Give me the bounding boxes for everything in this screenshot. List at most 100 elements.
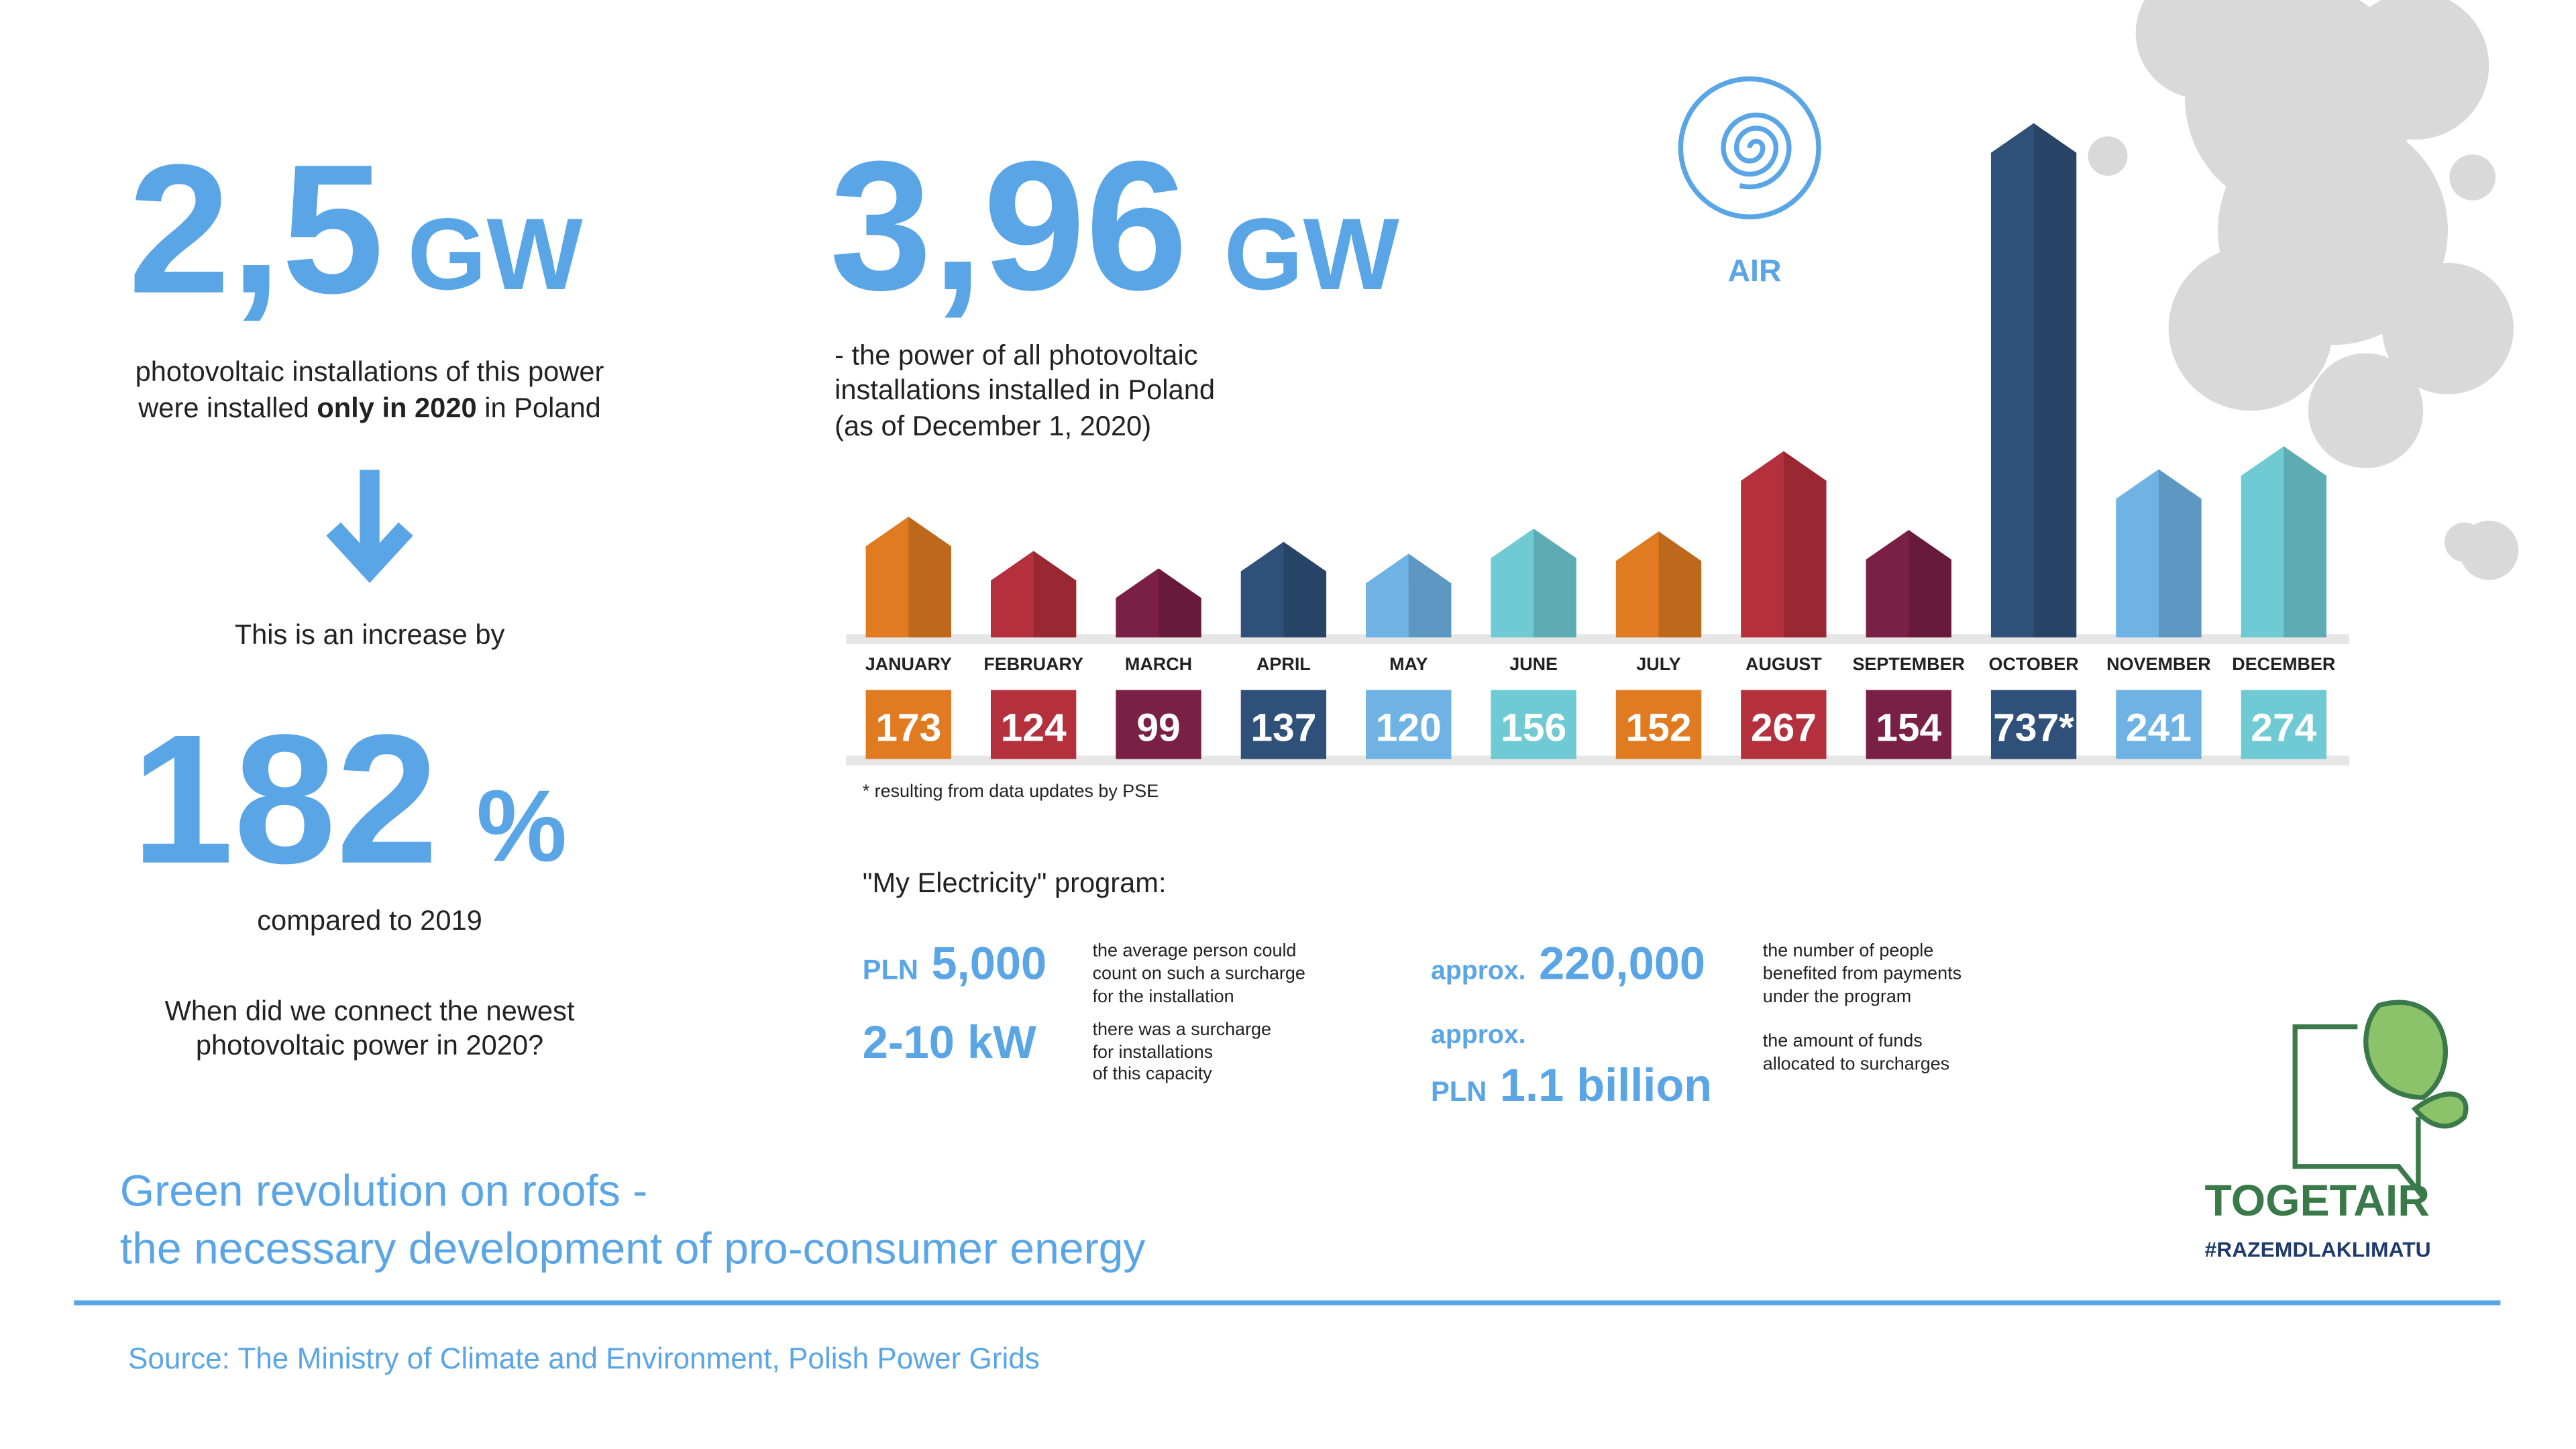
stat: approx. 220,000: [1431, 938, 1705, 989]
value-box: [1615, 690, 1702, 759]
bar-shade: [908, 517, 951, 638]
logo-name: TOGETAIR: [2205, 1176, 2430, 1226]
value-label: 154: [1876, 706, 1941, 749]
footnote: * resulting from data updates by PSE: [863, 781, 1159, 801]
x-tick-label: JUNE: [1509, 654, 1558, 674]
bar-shade: [1909, 530, 1951, 638]
stat-desc: the average person could: [1093, 940, 1297, 960]
value-box: [1491, 690, 1576, 759]
stat-prefix: PLN: [863, 954, 918, 985]
x-tick-label: JANUARY: [865, 654, 952, 674]
stat-prefix: approx.: [1431, 957, 1525, 985]
stat-prefix: PLN: [1431, 1075, 1487, 1107]
bar-shade: [1408, 553, 1452, 638]
value-box: [2241, 690, 2326, 759]
bar: [990, 551, 1077, 638]
value-box: [1866, 690, 1951, 759]
bar-shade: [1658, 531, 1702, 638]
stat-value: 2-10 kW: [863, 1016, 1036, 1068]
text: compared to 2019: [257, 904, 482, 936]
x-tick-label: OCTOBER: [1989, 654, 2079, 674]
stat-desc: allocated to surcharges: [1763, 1053, 1949, 1073]
x-tick-label: JULY: [1636, 654, 1680, 674]
stat-desc: of this capacity: [1093, 1063, 1213, 1083]
stat-desc: the number of people: [1763, 940, 1933, 960]
stat-desc: the amount of funds: [1763, 1030, 1923, 1051]
value-label: 267: [1751, 706, 1817, 749]
unit: %: [476, 769, 567, 883]
headline: the necessary development of pro-consume…: [120, 1224, 1146, 1273]
x-tick-label: SEPTEMBER: [1852, 654, 1965, 674]
value-box: [990, 690, 1077, 759]
unit: GW: [407, 198, 583, 311]
question: When did we connect the newest: [165, 995, 575, 1026]
bar: [1615, 531, 1702, 638]
x-tick-label: FEBRUARY: [983, 654, 1083, 674]
bar: [1491, 528, 1576, 638]
question: photovoltaic power in 2020?: [196, 1029, 543, 1061]
value-box: [1116, 690, 1201, 759]
stat-desc: under the program: [1763, 986, 1912, 1006]
stat-desc: count on such a surcharge: [1093, 963, 1305, 983]
stat-desc: for the installation: [1093, 986, 1234, 1006]
description: - the power of all photovoltaic: [835, 339, 1197, 371]
bar-shade: [1534, 528, 1576, 638]
source: Source: The Ministry of Climate and Envi…: [128, 1342, 1040, 1375]
stat-prefix: approx.: [1431, 1020, 1525, 1049]
arrow-down: [326, 470, 413, 584]
value-label: 137: [1250, 706, 1316, 749]
icon-label: AIR: [1727, 253, 1781, 288]
section-title: "My Electricity" program:: [863, 867, 1167, 898]
x-tick-label: NOVEMBER: [2106, 654, 2211, 674]
value-label: 241: [2126, 706, 2192, 749]
bar: [1240, 541, 1327, 638]
description: photovoltaic installations of this power: [136, 356, 604, 387]
stat: PLN 1.1 billion: [1431, 1059, 1712, 1111]
bar-shade: [2158, 469, 2202, 638]
value-label: 99: [1136, 706, 1180, 749]
air-icon: [1678, 76, 1821, 219]
big-number: 2,5: [128, 127, 384, 332]
bar: [1366, 553, 1452, 638]
bar: [1866, 530, 1951, 638]
bar-shade: [1033, 551, 1077, 638]
value-box: [1240, 690, 1327, 759]
value-box: [1990, 690, 2077, 759]
stat-desc: for installations: [1093, 1042, 1214, 1062]
value-label: 124: [1001, 706, 1067, 749]
bar-shade: [1159, 568, 1201, 638]
stat: PLN 5,000: [863, 938, 1046, 989]
value-box: [2116, 690, 2202, 759]
value-box: [865, 690, 951, 759]
bar-shade: [2284, 446, 2326, 638]
logo-tag: #RAZEMDLAKLIMATU: [2205, 1237, 2431, 1261]
shelf: [846, 755, 2350, 766]
big-number: 3,96: [830, 123, 1188, 329]
value-label: 737*: [1993, 706, 2074, 749]
value-label: 274: [2251, 706, 2316, 749]
shelf: [846, 634, 2350, 644]
text-bold: only in 2020: [317, 392, 476, 423]
bar: [1741, 451, 1827, 638]
text: were installed: [138, 392, 317, 423]
stat-value: 1.1 billion: [1500, 1059, 1712, 1111]
stat-value: 5,000: [932, 938, 1047, 989]
stat-desc: there was a surcharge: [1093, 1019, 1271, 1039]
bar: [2241, 446, 2326, 638]
x-tick-label: APRIL: [1256, 654, 1311, 674]
bar-shade: [2033, 123, 2077, 638]
headline: Green revolution on roofs -: [120, 1167, 647, 1216]
bar: [865, 517, 951, 638]
text: This is an increase by: [235, 619, 505, 650]
value-label: 152: [1625, 706, 1691, 749]
bar: [2116, 469, 2202, 638]
bar-chart: JANUARY 173 FEBRUARY 124 MARCH 99 APRIL 137 MAY 1…: [846, 123, 2350, 766]
value-label: 173: [875, 706, 941, 749]
bar-shade: [1283, 541, 1327, 638]
x-tick-label: MAY: [1389, 654, 1428, 674]
x-tick-label: DECEMBER: [2232, 654, 2335, 674]
bar: [1116, 568, 1201, 638]
bar: [1990, 123, 2077, 638]
stat-value: 220,000: [1539, 938, 1705, 989]
